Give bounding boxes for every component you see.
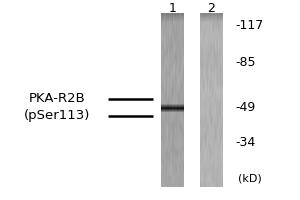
Text: -85: -85 <box>235 56 256 69</box>
Text: PKA-R2B: PKA-R2B <box>29 92 86 105</box>
Text: 2: 2 <box>207 2 215 15</box>
Text: (pSer113): (pSer113) <box>24 109 91 122</box>
Text: (kD): (kD) <box>238 174 262 184</box>
Text: 1: 1 <box>169 2 176 15</box>
Text: -34: -34 <box>235 136 255 149</box>
Text: -49: -49 <box>235 101 255 114</box>
Text: -117: -117 <box>235 19 263 32</box>
